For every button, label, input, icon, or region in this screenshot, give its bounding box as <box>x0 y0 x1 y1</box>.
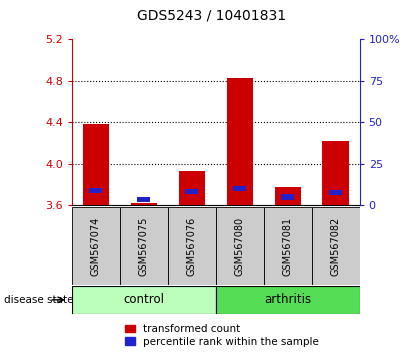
Text: control: control <box>123 293 164 306</box>
Bar <box>323 141 349 205</box>
Text: GDS5243 / 10401831: GDS5243 / 10401831 <box>137 9 286 23</box>
Bar <box>264 207 312 285</box>
Bar <box>168 207 216 285</box>
Text: GSM567075: GSM567075 <box>139 216 149 276</box>
Bar <box>329 190 342 195</box>
Bar <box>275 187 301 205</box>
Text: GSM567082: GSM567082 <box>331 216 341 276</box>
Bar <box>120 207 168 285</box>
Bar <box>137 197 150 202</box>
Bar <box>179 171 205 205</box>
Text: GSM567080: GSM567080 <box>235 216 245 276</box>
Bar <box>185 189 199 194</box>
Text: arthritis: arthritis <box>264 293 311 306</box>
Bar <box>89 188 102 193</box>
Bar <box>216 207 264 285</box>
Text: disease state: disease state <box>4 295 74 305</box>
Bar <box>226 79 253 205</box>
Bar <box>83 124 109 205</box>
Bar <box>216 286 360 314</box>
Text: GSM567081: GSM567081 <box>283 216 293 276</box>
Bar <box>281 194 294 200</box>
Text: GSM567074: GSM567074 <box>91 216 101 276</box>
Bar <box>312 207 360 285</box>
Bar <box>72 207 120 285</box>
Bar <box>131 203 157 205</box>
Bar <box>233 185 246 191</box>
Bar <box>72 286 216 314</box>
Text: GSM567076: GSM567076 <box>187 216 197 276</box>
Legend: transformed count, percentile rank within the sample: transformed count, percentile rank withi… <box>122 322 321 349</box>
